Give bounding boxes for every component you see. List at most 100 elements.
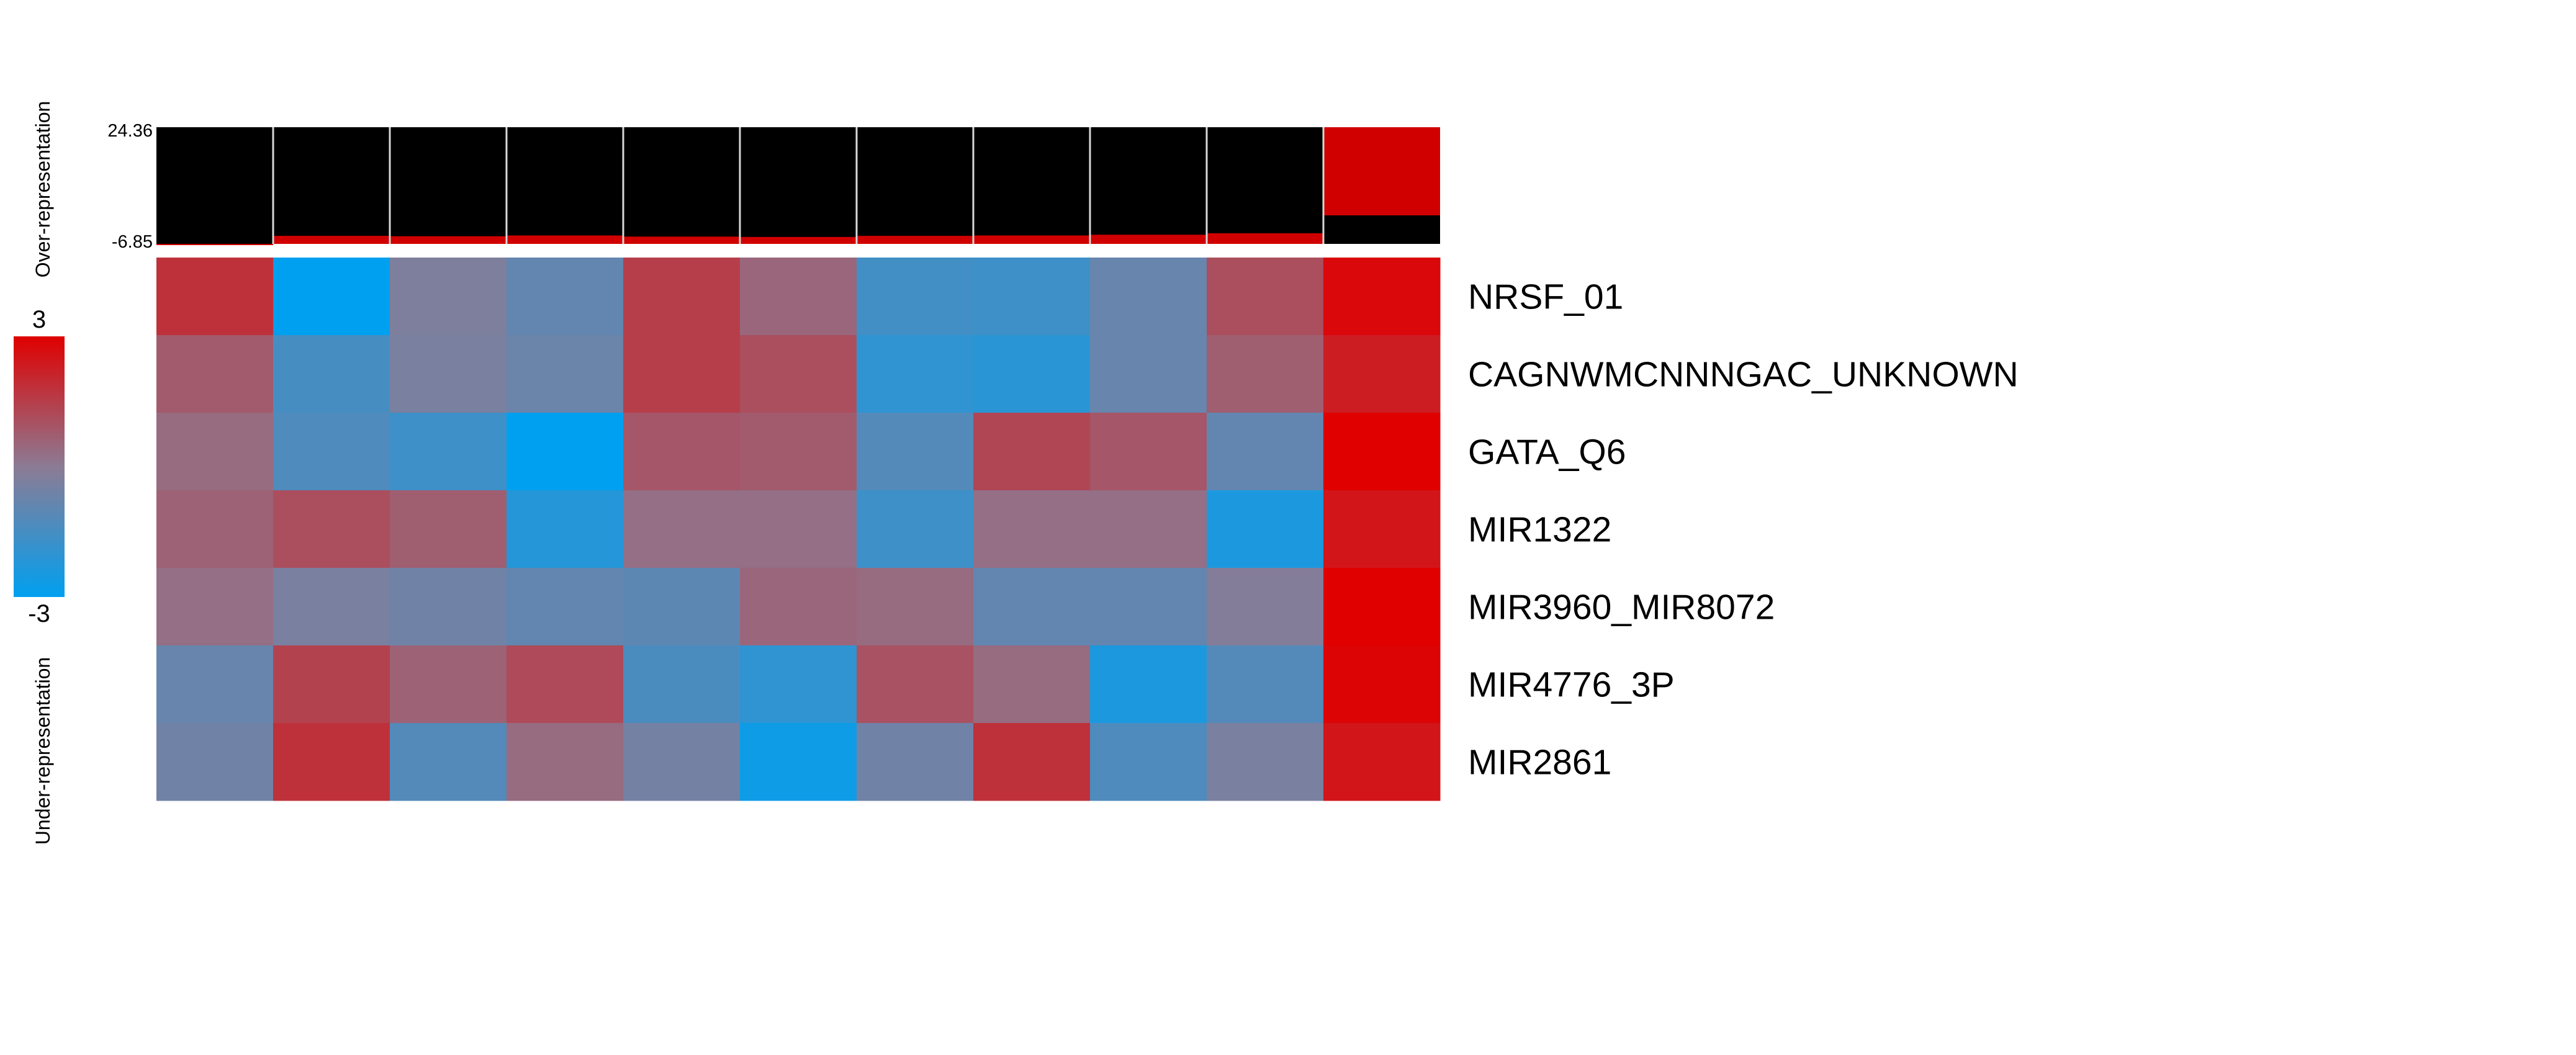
heatmap-cell [507, 723, 624, 801]
heatmap-cell [740, 490, 857, 568]
heatmap-cell [390, 258, 507, 336]
heatmap-cell [973, 723, 1091, 801]
top-bar [857, 236, 973, 244]
heatmap-cell [857, 490, 974, 568]
heatmap-cell [156, 258, 274, 336]
heatmap-cell [1207, 723, 1324, 801]
heatmap-cell [507, 258, 624, 336]
heatmap-cell [623, 258, 741, 336]
top-bar-max-label: 24.36 [107, 121, 153, 141]
heatmap-cell [1207, 258, 1324, 336]
heatmap-cell [623, 568, 741, 646]
heatmap-cell [507, 335, 624, 413]
heatmap-cell [273, 413, 390, 491]
heatmap-cell [273, 723, 390, 801]
heatmap-cell [156, 335, 274, 413]
top-bar-background [507, 127, 623, 244]
top-bar-background [857, 127, 973, 244]
heatmap-cell [857, 645, 974, 724]
top-bar [273, 236, 390, 244]
heatmap-cell [740, 568, 857, 646]
heatmap-cell [973, 258, 1091, 336]
heatmap-cell [1323, 258, 1441, 336]
heatmap-cell [1323, 723, 1441, 801]
heatmap-cell [623, 335, 741, 413]
heatmap-cell [623, 490, 741, 568]
row-label: MIR4776_3P [1468, 665, 1675, 705]
heatmap-cell [390, 490, 507, 568]
row-label: NRSF_01 [1468, 277, 1623, 317]
heatmap-cell [740, 723, 857, 801]
heatmap-cell [1090, 723, 1207, 801]
heatmap-cell [1090, 568, 1207, 646]
heatmap-cell [1207, 490, 1324, 568]
row-label: MIR1322 [1468, 510, 1611, 550]
top-bar-background [973, 127, 1090, 244]
top-bar [390, 236, 507, 244]
top-bar [1207, 233, 1323, 244]
heatmap-cell [740, 258, 857, 336]
heatmap-cell [390, 413, 507, 491]
heatmap-cell [273, 490, 390, 568]
top-bar-min-label: -6.85 [112, 232, 153, 252]
heatmap-cell [1207, 335, 1324, 413]
heatmap-cell [156, 568, 274, 646]
heatmap-cell [857, 335, 974, 413]
heatmap-cell [1323, 568, 1441, 646]
heatmap-cell [973, 335, 1091, 413]
heatmap-cell [1207, 568, 1324, 646]
heatmap-cell [973, 645, 1091, 724]
heatmap-cell [1090, 335, 1207, 413]
row-label: MIR3960_MIR8072 [1468, 588, 1775, 627]
top-bar [507, 235, 623, 244]
heatmap-cell [973, 413, 1091, 491]
heatmap-cell [1090, 490, 1207, 568]
heatmap-cell [507, 568, 624, 646]
heatmap-cell [740, 413, 857, 491]
heatmap-cell [857, 413, 974, 491]
top-bar-background [1090, 127, 1207, 244]
heatmap-cell [857, 568, 974, 646]
heatmap-cell [973, 568, 1091, 646]
heatmap-cell [273, 645, 390, 724]
heatmap-cell [390, 645, 507, 724]
heatmap-cell [740, 645, 857, 724]
top-bar-background [623, 127, 740, 244]
over-representation-label: Over-representation [32, 101, 54, 278]
top-bar [623, 236, 740, 244]
top-bar-background [1207, 127, 1323, 244]
heatmap-cell [273, 335, 390, 413]
heatmap-cell [740, 335, 857, 413]
heatmap-cell [1090, 258, 1207, 336]
top-bar [740, 236, 857, 244]
top-bar [973, 235, 1090, 244]
heatmap-cell [390, 335, 507, 413]
top-bar-background [740, 127, 857, 244]
heatmap-cell [1323, 413, 1441, 491]
heatmap-cell [1207, 413, 1324, 491]
heatmap-cell [857, 723, 974, 801]
row-label: GATA_Q6 [1468, 433, 1626, 472]
top-bar [1090, 235, 1207, 244]
top-bar-background [156, 127, 273, 244]
row-label: CAGNWMCNNNGAC_UNKNOWN [1468, 355, 2019, 395]
color-legend-bar [14, 336, 65, 597]
heatmap-cell [1323, 490, 1441, 568]
top-bar-background [390, 127, 507, 244]
under-representation-label: Under-representation [32, 657, 54, 845]
heatmap-cell [273, 568, 390, 646]
legend-min-label: -3 [28, 600, 50, 627]
heatmap-cell [1090, 645, 1207, 724]
heatmap-cell [1207, 645, 1324, 724]
row-labels: NRSF_01 CAGNWMCNNNGAC_UNKNOWN GATA_Q6 MIR13… [1468, 277, 2019, 783]
top-bar-baseline [1324, 215, 1440, 244]
top-bar-background [273, 127, 390, 244]
heatmap-cell [507, 413, 624, 491]
heatmap-cell [156, 723, 274, 801]
color-legend: 3 -3 [14, 306, 65, 627]
legend-max-label: 3 [32, 306, 46, 333]
row-label: MIR2861 [1468, 743, 1611, 783]
top-bar [156, 244, 273, 245]
heatmap-cell [273, 258, 390, 336]
